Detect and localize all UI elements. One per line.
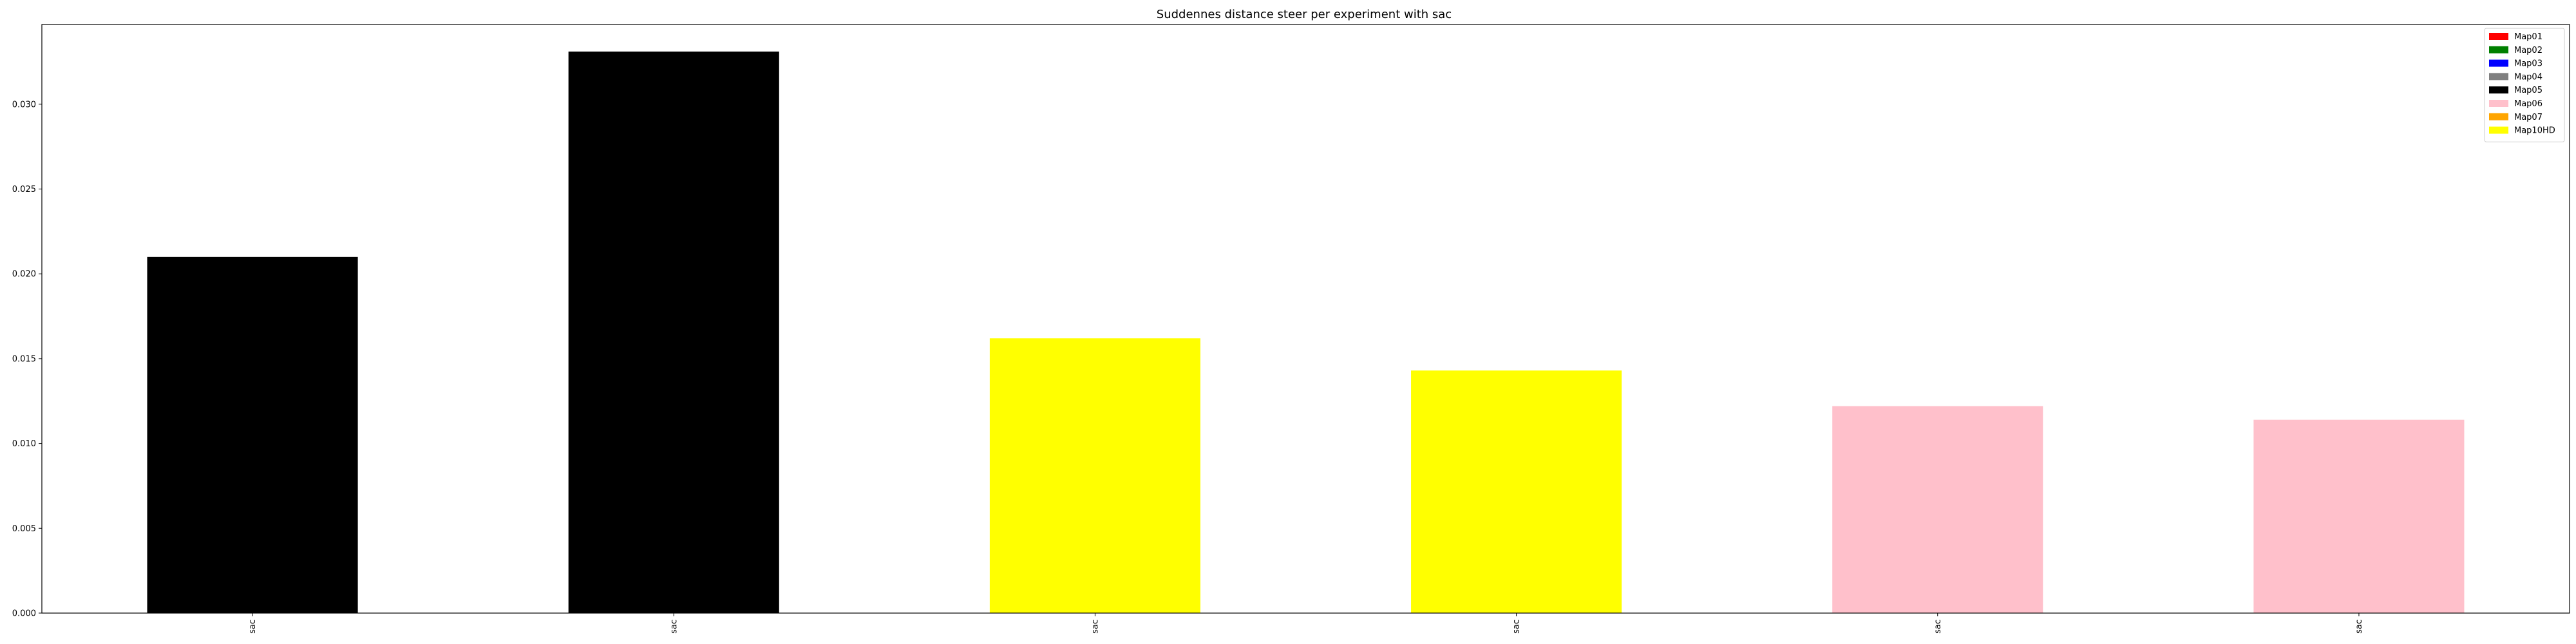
legend-label: Map04 — [2514, 72, 2543, 82]
legend-label: Map06 — [2514, 99, 2543, 109]
legend-label: Map10HD — [2514, 126, 2555, 136]
bar — [1832, 406, 2043, 613]
x-tick-label: sac — [2354, 620, 2364, 634]
legend-swatch — [2489, 46, 2508, 53]
y-tick-label: 0.020 — [12, 270, 36, 279]
bars-group — [147, 52, 2465, 614]
legend-swatch — [2489, 113, 2508, 120]
x-tick-label: sac — [669, 620, 679, 634]
x-tick-label: sac — [248, 620, 258, 634]
legend-swatch — [2489, 59, 2508, 67]
legend-swatch — [2489, 73, 2508, 80]
legend-swatch — [2489, 100, 2508, 107]
bar — [989, 338, 1200, 613]
y-axis: 0.000 0.005 0.010 0.015 0.020 0.025 0.030 — [12, 100, 42, 619]
y-tick-label: 0.000 — [12, 609, 36, 619]
bar — [147, 256, 358, 614]
y-tick-label: 0.005 — [12, 524, 36, 534]
x-tick-label: sac — [1090, 620, 1100, 634]
plot-frame — [41, 24, 2570, 614]
x-tick-label: sac — [1512, 620, 1522, 634]
x-tick-label: sac — [1933, 620, 1943, 634]
legend-label: Map05 — [2514, 86, 2543, 95]
legend: Map01 Map02 Map03 Map04 Map05 Map06 Map07 Map10… — [2484, 28, 2565, 142]
legend-label: Map03 — [2514, 59, 2543, 69]
x-axis: sac sac sac sac sac sac — [248, 613, 2364, 634]
y-tick-label: 0.015 — [12, 354, 36, 364]
legend-swatch — [2489, 33, 2508, 40]
legend-label: Map07 — [2514, 113, 2543, 122]
chart-title: Suddennes distance steer per experiment … — [1157, 8, 1452, 21]
legend-label: Map02 — [2514, 46, 2543, 55]
y-tick-label: 0.025 — [12, 185, 36, 194]
legend-label: Map01 — [2514, 32, 2543, 42]
bar — [568, 52, 779, 613]
y-tick-label: 0.010 — [12, 439, 36, 449]
y-tick-label: 0.030 — [12, 100, 36, 109]
legend-swatch — [2489, 126, 2508, 134]
legend-swatch — [2489, 86, 2508, 94]
bar — [1411, 370, 1622, 613]
bar — [2253, 419, 2465, 613]
